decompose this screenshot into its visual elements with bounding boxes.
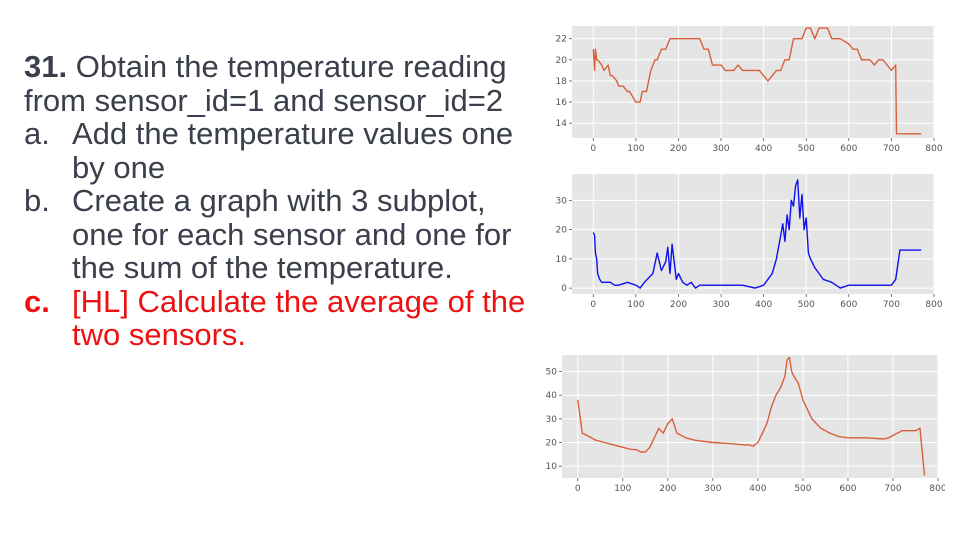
list-item-text: [HL] Calculate the average of the two se… (72, 283, 526, 352)
x-tick-label: 700 (884, 484, 901, 494)
y-tick-label: 0 (561, 284, 567, 294)
x-tick-label: 800 (925, 300, 942, 310)
x-tick-label: 200 (659, 484, 676, 494)
x-tick-label: 0 (575, 484, 581, 494)
x-tick-label: 100 (627, 144, 644, 154)
y-tick-label: 20 (546, 439, 558, 449)
y-tick-label: 14 (556, 119, 568, 129)
y-tick-label: 10 (546, 462, 558, 472)
x-tick-label: 500 (794, 484, 811, 494)
x-tick-label: 700 (883, 144, 900, 154)
y-tick-label: 10 (556, 255, 568, 265)
x-tick-label: 0 (590, 144, 596, 154)
y-tick-label: 30 (556, 196, 568, 206)
list-item-text: Add the temperature values one by one (72, 116, 514, 185)
sensor2-chart: 0 100 200 300 400 500 600 700 800 0 10 20 30 (556, 174, 943, 310)
x-tick-label: 700 (883, 300, 900, 310)
x-tick-label: 400 (749, 484, 766, 494)
x-tick-label: 200 (670, 300, 687, 310)
list-item-letter: a. (24, 116, 50, 151)
list-item-c: c. [HL] Calculate the average of the two… (24, 283, 534, 352)
x-tick-label: 400 (755, 144, 772, 154)
sensor1-plot-area (572, 26, 934, 138)
y-tick-label: 20 (556, 226, 568, 236)
x-tick-label: 600 (839, 484, 856, 494)
list-item-letter: b. (24, 183, 50, 218)
list-item-letter: c. (24, 283, 50, 319)
x-tick-label: 400 (755, 300, 772, 310)
x-tick-label: 600 (840, 144, 857, 154)
y-tick-label: 40 (546, 391, 558, 401)
x-tick-label: 300 (712, 144, 729, 154)
y-tick-label: 30 (546, 415, 558, 425)
sensor2-plot-area (572, 174, 934, 294)
x-tick-label: 100 (627, 300, 644, 310)
sum-plot-area (562, 355, 938, 478)
x-tick-label: 600 (840, 300, 857, 310)
list-item-b: b. Create a graph with 3 subplot, one fo… (24, 184, 534, 285)
list-item-a: a. Add the temperature values one by one (24, 117, 534, 184)
x-tick-label: 0 (590, 300, 596, 310)
question-number: 31. (24, 49, 68, 84)
question-text: Obtain the temperature reading from sens… (24, 49, 507, 118)
x-tick-label: 300 (704, 484, 721, 494)
x-tick-label: 500 (798, 144, 815, 154)
x-tick-label: 200 (670, 144, 687, 154)
list-item-text: Create a graph with 3 subplot, one for e… (72, 183, 512, 285)
x-tick-label: 800 (929, 484, 945, 494)
x-tick-label: 500 (798, 300, 815, 310)
y-tick-label: 22 (556, 35, 567, 45)
sum-series-line (577, 356, 926, 476)
sensor2-series-line (592, 179, 922, 289)
x-tick-label: 300 (712, 300, 729, 310)
x-tick-label: 800 (925, 144, 942, 154)
y-tick-label: 18 (556, 77, 568, 87)
x-tick-label: 100 (614, 484, 631, 494)
sensor1-chart: 0 100 200 300 400 500 600 700 800 14 16 18 20 22 (556, 26, 943, 154)
y-tick-label: 50 (546, 368, 558, 378)
y-tick-label: 16 (556, 98, 568, 108)
sum-chart: 0 100 200 300 400 500 600 700 800 10 20 30 40 50 (546, 355, 945, 494)
question-heading: 31. Obtain the temperature reading from … (24, 50, 534, 117)
sensor1-series-line (592, 27, 922, 135)
question-text-block: 31. Obtain the temperature reading from … (24, 50, 534, 352)
y-tick-label: 20 (556, 56, 568, 66)
